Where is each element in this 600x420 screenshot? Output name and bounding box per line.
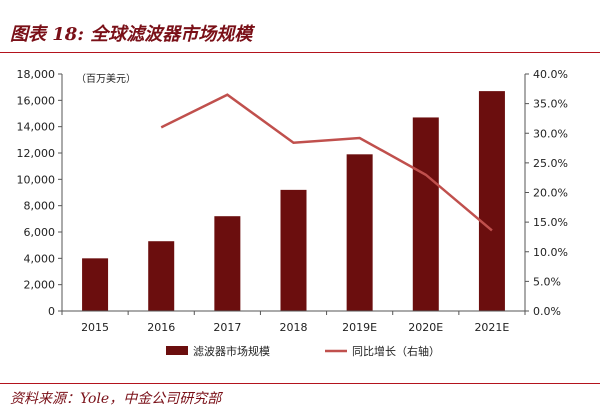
x-axis: 2015 2016 2017 2018 2019E 2020E 2021E (61, 310, 526, 334)
bar (214, 216, 241, 311)
right-tick-label: 15.0% (533, 216, 568, 229)
left-axis-unit: （百万美元） (76, 72, 136, 85)
bar (412, 117, 439, 311)
x-tick-label: 2015 (81, 321, 109, 334)
left-tick-label: 0 (48, 305, 55, 318)
bar (346, 154, 373, 311)
left-tick-label: 12,000 (17, 147, 56, 160)
right-tick-label: 25.0% (533, 157, 568, 170)
legend: 滤波器市场规模 同比增长（右轴） (166, 344, 440, 358)
right-tick-label: 40.0% (533, 68, 568, 81)
bar (478, 91, 505, 311)
left-tick-label: 10,000 (17, 173, 56, 186)
left-tick-label: 4,000 (24, 252, 56, 265)
source-note: 资料来源：Yole，中金公司研究部 (10, 391, 222, 407)
left-axis: 0 2,000 4,000 6,000 8,000 10,000 12,000 14,000 1… (17, 68, 137, 318)
bar (280, 189, 307, 311)
left-tick-label: 16,000 (17, 94, 56, 107)
x-tick-label: 2019E (342, 321, 377, 334)
x-tick-label: 2016 (147, 321, 175, 334)
left-tick-label: 8,000 (24, 200, 56, 213)
x-tick-label: 2017 (213, 321, 241, 334)
legend-bar-swatch (166, 346, 188, 355)
x-tick-label: 2018 (280, 321, 308, 334)
title-rule (0, 52, 600, 53)
line-series (160, 93, 493, 232)
bar (148, 241, 175, 311)
bar (82, 258, 109, 311)
left-tick-label: 14,000 (17, 121, 56, 134)
figure-title: 图表 18: 全球滤波器市场规模 (10, 24, 253, 45)
legend-line-label: 同比增长（右轴） (352, 344, 440, 358)
right-tick-label: 30.0% (533, 127, 568, 140)
legend-bar-label: 滤波器市场规模 (193, 344, 270, 358)
right-tick-label: 0.0% (533, 305, 561, 318)
left-tick-label: 6,000 (24, 226, 56, 239)
right-tick-label: 35.0% (533, 98, 568, 111)
left-tick-label: 2,000 (24, 279, 56, 292)
right-tick-label: 20.0% (533, 187, 568, 200)
bar-series (82, 91, 505, 311)
x-tick-label: 2020E (408, 321, 443, 334)
right-tick-label: 5.0% (533, 275, 561, 288)
left-tick-label: 18,000 (17, 68, 56, 81)
source-rule (0, 383, 600, 384)
right-tick-label: 10.0% (533, 246, 568, 259)
x-tick-label: 2021E (474, 321, 509, 334)
right-axis: 0.0% 5.0% 10.0% 15.0% 20.0% 25.0% 30.0% 35.0% 40… (524, 68, 568, 318)
growth-line (160, 93, 493, 232)
